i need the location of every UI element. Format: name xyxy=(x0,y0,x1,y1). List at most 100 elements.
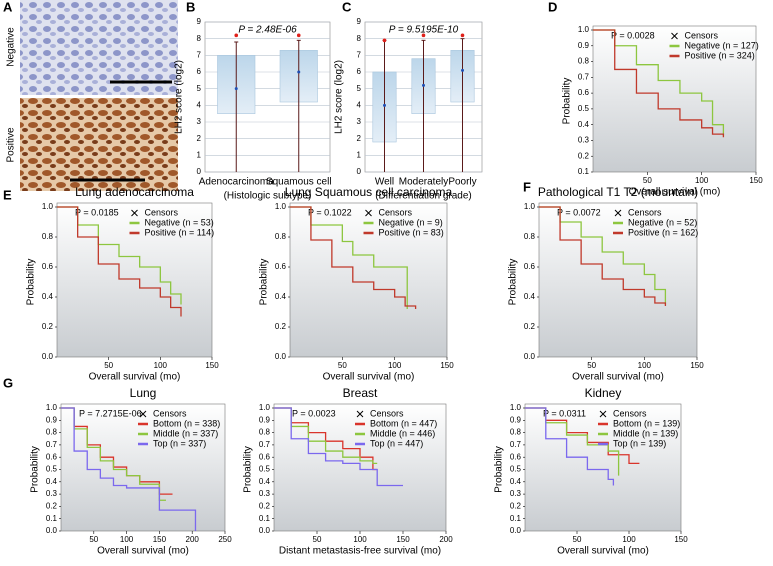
survival-curve xyxy=(57,206,182,317)
y-tick-label: 1.0 xyxy=(42,202,54,211)
censor-symbol xyxy=(131,209,138,217)
chart-title: Breast xyxy=(343,386,378,400)
y-tick-label: 0.2 xyxy=(524,322,536,331)
plot-area xyxy=(56,202,213,358)
x-axis-label: Overall survival (mo) xyxy=(629,187,721,198)
legend-label: Negative (n = 9) xyxy=(379,217,443,227)
survival-curve xyxy=(61,407,197,531)
y-tick-label: 0.5 xyxy=(259,465,271,474)
y-tick-label: 0.3 xyxy=(510,489,522,498)
x-axis-label: Overall survival (mo) xyxy=(557,546,649,557)
survival-curve xyxy=(274,407,403,487)
y-tick-label: 2 xyxy=(197,134,202,143)
y-tick-label: 0.8 xyxy=(42,232,54,241)
x-axis-label: Overall survival (mo) xyxy=(323,372,415,383)
y-tick-label: 0.1 xyxy=(510,514,522,523)
legend-label: Censors xyxy=(145,207,179,217)
legend-label: Censors xyxy=(628,207,662,217)
y-tick-label: 0.8 xyxy=(275,232,287,241)
y-tick-label: 0.8 xyxy=(259,428,271,437)
panel-label: B xyxy=(186,0,195,14)
legend-label: Positive (n = 83) xyxy=(379,227,444,237)
censor-symbol xyxy=(614,209,622,217)
annotation: P = 0.0311 xyxy=(543,408,586,418)
survival-curve xyxy=(593,29,725,136)
x-tick-label: 50 xyxy=(587,361,596,370)
survival-curve xyxy=(525,407,615,486)
y-tick-label: 0.4 xyxy=(510,477,522,486)
legend-label: Top (n = 447) xyxy=(370,438,423,448)
survival-curve xyxy=(274,407,378,464)
y-tick-label: 1.0 xyxy=(510,403,522,412)
annotation: P = 0.0023 xyxy=(292,408,336,418)
y-tick-label: 5 xyxy=(197,84,202,93)
negative-image xyxy=(20,0,178,95)
x-tick-label: 200 xyxy=(186,535,200,544)
y-tick-label: 0.2 xyxy=(259,502,271,511)
y-tick-label: 0.5 xyxy=(578,104,590,113)
annotation: P = 0.0028 xyxy=(611,30,655,40)
legend-label: Middle (n = 446) xyxy=(370,428,435,438)
x-tick-label: 100 xyxy=(353,535,367,544)
y-tick-label: 0.7 xyxy=(510,440,522,449)
y-tick-label: 0.1 xyxy=(578,167,590,176)
median xyxy=(383,103,386,107)
y-tick-label: 0 xyxy=(357,167,362,176)
y-axis-label: Probability xyxy=(26,259,37,306)
y-tick-label: 0.5 xyxy=(510,465,522,474)
chart-title: Lung xyxy=(130,386,157,400)
x-tick-label: Adenocarcinoma xyxy=(199,177,274,188)
y-tick-label: 8 xyxy=(197,34,202,43)
y-axis-label: Probability xyxy=(30,446,41,493)
x-tick-label: 100 xyxy=(622,535,636,544)
x-axis-label: Distant metastasis-free survival (mo) xyxy=(279,546,441,557)
y-tick-label: 1 xyxy=(197,150,202,159)
y-tick-label: 1.0 xyxy=(46,403,58,412)
y-tick-label: 0.7 xyxy=(259,440,271,449)
outlier xyxy=(421,33,426,38)
y-tick-label: 6 xyxy=(357,67,362,76)
y-tick-label: 4 xyxy=(197,100,202,109)
panel-label: A xyxy=(3,0,13,14)
chart-title: Lung Squamous cell carcinoma xyxy=(285,185,453,199)
legend-label: Negative (n = 52) xyxy=(628,217,697,227)
y-tick-label: 0.9 xyxy=(510,415,522,424)
y-axis-label: Probability xyxy=(259,259,270,306)
y-axis-label: LH2 score (log2) xyxy=(334,60,345,134)
y-tick-label: 1 xyxy=(357,150,362,159)
panel-a: Negative Positive xyxy=(6,0,178,191)
y-tick-label: 0.6 xyxy=(259,452,271,461)
x-axis-label: (Histologic subtype) xyxy=(224,191,312,202)
censor-symbol xyxy=(139,410,147,418)
legend-label: Top (n = 139) xyxy=(613,438,666,448)
y-axis-label: Probability xyxy=(494,446,505,493)
y-tick-label: 0.2 xyxy=(578,151,590,160)
image-label: Negative xyxy=(6,27,17,67)
y-tick-label: 0.4 xyxy=(578,120,590,129)
y-tick-label: 0.0 xyxy=(42,352,54,361)
x-tick-label: 250 xyxy=(218,535,232,544)
x-tick-label: 100 xyxy=(638,361,652,370)
annotation: P = 9.5195E-10 xyxy=(389,25,459,36)
outlier xyxy=(234,33,239,38)
legend-label: Censors xyxy=(613,408,647,418)
annotation: P = 0.0072 xyxy=(557,207,601,217)
y-tick-label: 0.2 xyxy=(46,502,58,511)
y-tick-label: 0.0 xyxy=(524,352,536,361)
survival-curve xyxy=(539,206,667,306)
x-axis-label: (Differentiation grade) xyxy=(375,191,472,202)
legend-label: Positive (n = 162) xyxy=(628,227,698,237)
x-axis-label: Overall survival (mo) xyxy=(97,546,189,557)
y-tick-label: 0.8 xyxy=(510,428,522,437)
annotation: P = 7.2715E-06 xyxy=(79,408,142,418)
y-tick-label: 0.6 xyxy=(42,262,54,271)
legend-label: Censors xyxy=(685,30,719,40)
y-tick-label: 0.6 xyxy=(510,452,522,461)
y-tick-label: 0.6 xyxy=(578,88,590,97)
y-tick-label: 9 xyxy=(357,17,362,26)
y-tick-label: 1.0 xyxy=(578,25,590,34)
y-axis-label: Probability xyxy=(243,446,254,493)
median xyxy=(422,83,425,87)
y-tick-label: 3 xyxy=(197,117,202,126)
y-tick-label: 0.0 xyxy=(259,526,271,535)
